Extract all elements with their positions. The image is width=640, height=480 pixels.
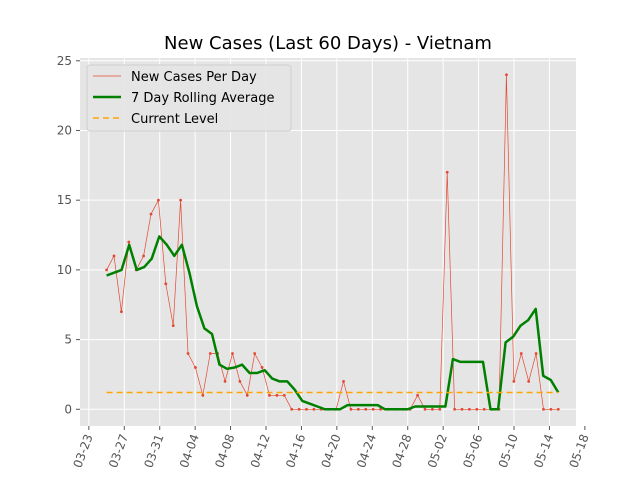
x-tick-label: 05-06 (460, 432, 485, 470)
data-point (164, 282, 168, 286)
data-point (430, 407, 434, 411)
data-point (505, 73, 508, 77)
data-point (460, 407, 464, 411)
data-point (305, 407, 308, 411)
data-point (149, 212, 153, 216)
data-point (142, 254, 145, 258)
data-point (297, 407, 301, 411)
data-point (371, 407, 375, 411)
x-tick-label: 05-18 (567, 432, 592, 470)
x-tick-label: 04-04 (177, 432, 202, 470)
data-point (253, 352, 257, 355)
x-tick-label: 04-16 (283, 432, 308, 470)
data-point (549, 407, 553, 411)
x-tick-label: 05-02 (425, 432, 450, 470)
y-tick-label: 20 (57, 123, 72, 137)
data-point (127, 240, 131, 244)
x-tick-label: 05-14 (531, 432, 556, 470)
data-point (356, 407, 360, 411)
data-point (556, 407, 560, 411)
data-point (512, 379, 516, 383)
data-point (223, 379, 227, 383)
data-point (201, 393, 205, 397)
data-point (245, 393, 249, 397)
data-point (231, 352, 234, 355)
series-line-7-day-rolling-average (106, 235, 560, 411)
data-point (438, 407, 442, 411)
data-point (275, 393, 279, 397)
data-point (475, 407, 479, 411)
data-point (364, 407, 368, 411)
x-tick-label: 04-20 (319, 432, 344, 470)
x-tick-label: 03-27 (106, 432, 131, 470)
x-tick-label: 04-28 (389, 432, 414, 470)
series-layer (105, 73, 560, 411)
y-axis: 0 5 10 15 20 25 (57, 54, 80, 416)
data-point (482, 407, 486, 411)
data-point (268, 393, 271, 397)
y-tick-label: 25 (57, 54, 72, 68)
y-tick-label: 10 (57, 263, 72, 277)
data-point (527, 379, 531, 383)
legend-label: 7 Day Rolling Average (131, 91, 274, 106)
x-tick-label: 03-31 (141, 432, 166, 470)
data-point (542, 407, 545, 411)
data-point (453, 407, 457, 411)
data-point (416, 393, 419, 397)
data-point (186, 352, 190, 355)
x-tick-label: 04-12 (248, 432, 273, 470)
data-point (157, 198, 160, 202)
x-tick-label: 04-08 (212, 432, 237, 470)
y-tick-label: 15 (57, 193, 72, 207)
data-point (119, 310, 123, 314)
data-point (423, 407, 427, 411)
x-axis: 03-23 03-27 03-31 04-04 04-08 04-12 04-16 04-20… (71, 426, 592, 470)
y-tick-label: 5 (64, 333, 72, 347)
legend-box (86, 64, 292, 132)
data-point (260, 366, 264, 369)
x-tick-label: 05-10 (496, 432, 521, 470)
data-point (194, 366, 197, 369)
legend-label: Current Level (131, 112, 218, 127)
data-point (534, 352, 538, 355)
data-point (112, 254, 116, 258)
data-point (349, 407, 353, 411)
x-tick-label: 03-23 (71, 432, 96, 470)
y-tick-label: 0 (64, 402, 72, 416)
data-point (238, 379, 242, 383)
data-point (179, 198, 183, 202)
data-point (342, 379, 345, 383)
data-point (171, 324, 175, 328)
data-point (282, 393, 286, 397)
data-point (468, 407, 471, 411)
data-point (208, 352, 212, 355)
data-point (519, 352, 523, 355)
data-point (445, 170, 449, 174)
legend-label: New Cases Per Day (131, 70, 257, 85)
x-tick-label: 04-24 (354, 432, 379, 470)
chart-title: New Cases (Last 60 Days) - Vietnam (164, 33, 492, 54)
data-point (290, 407, 294, 411)
legend: New Cases Per Day 7 Day Rolling Average Cu… (86, 64, 292, 132)
data-point (312, 407, 316, 411)
data-point (105, 268, 108, 272)
